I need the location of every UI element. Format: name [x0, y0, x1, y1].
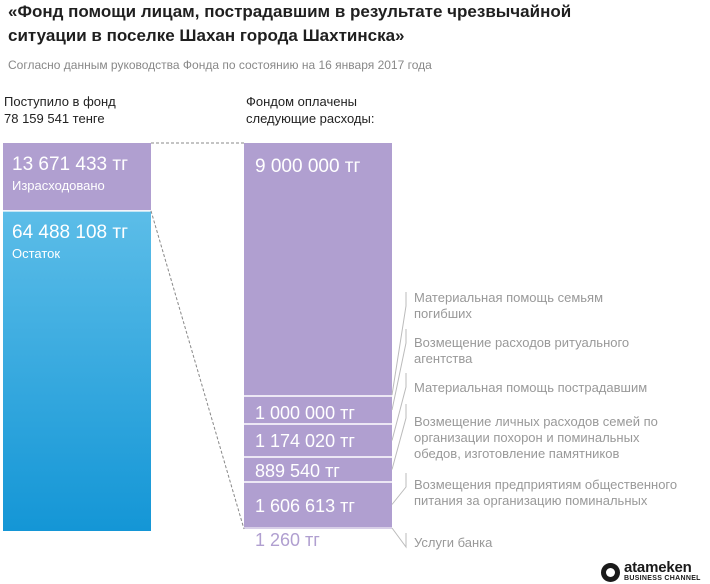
expense-value-label: 1 000 000 тг [255, 403, 355, 423]
connector-lines [150, 142, 245, 530]
expense-bar-segment [244, 143, 392, 396]
expense-value-label: 9 000 000 тг [255, 156, 361, 177]
segment-value-label: 13 671 433 тг [12, 154, 128, 175]
expense-bar-segment [244, 396, 392, 424]
right-stacked-bar: 9 000 000 тг 1 000 000 тг 1 174 020 тг 889 … [244, 143, 392, 550]
segment-value-label: 64 488 108 тг [12, 222, 128, 243]
bar-segment-remaining [3, 210, 151, 531]
right-column-heading: Фондом оплачены следующие расходы: [246, 94, 375, 126]
expense-labels: Материальная помощь семьям погибших Возмещ… [391, 290, 677, 550]
left-column-heading: Поступило в фонд 78 159 541 тенге [4, 94, 116, 126]
connector-bottom [150, 210, 245, 530]
left-stacked-bar: 13 671 433 тг Израсходовано 64 488 108 тг О… [3, 143, 151, 531]
expense-category-label: Возмещение личных расходов семей по орган… [414, 414, 658, 461]
chart-subtitle: Согласно данным руководства Фонда по сос… [8, 58, 432, 72]
expense-bar-segment [244, 482, 392, 527]
expense-bar-segment [244, 457, 392, 482]
bar-segment-spent [3, 143, 151, 211]
logo-subtitle: BUSINESS CHANNEL [624, 575, 701, 582]
leader-line [391, 473, 407, 505]
segment-name-label: Остаток [12, 246, 60, 261]
atameken-logo: atameken BUSINESS CHANNEL [601, 560, 705, 582]
expense-value-label: 889 540 тг [255, 461, 340, 481]
segment-name-label: Израсходовано [12, 178, 105, 193]
leader-line [391, 329, 407, 411]
expense-category-label: Возмещения предприятиям общественного пит… [414, 477, 677, 508]
atameken-logo-icon [601, 563, 620, 582]
leader-line [391, 527, 407, 549]
expense-value-label: 1 174 020 тг [255, 431, 355, 451]
leader-line [391, 292, 407, 396]
expense-bar-segment [244, 424, 392, 457]
expense-value-label: 1 606 613 тг [255, 496, 355, 516]
expense-category-label: Материальная помощь пострадавшим [414, 380, 647, 395]
expense-category-label: Услуги банка [414, 535, 493, 550]
leader-line [391, 404, 407, 470]
expense-category-label: Материальная помощь семьям погибших [414, 290, 603, 321]
expense-value-label: 1 260 тг [255, 530, 320, 550]
leader-line [391, 373, 407, 441]
expense-category-label: Возмещение расходов ритуального агентства [414, 335, 629, 366]
chart-title: «Фонд помощи лицам, пострадавшим в резул… [8, 2, 572, 45]
logo-name: atameken [624, 559, 692, 576]
